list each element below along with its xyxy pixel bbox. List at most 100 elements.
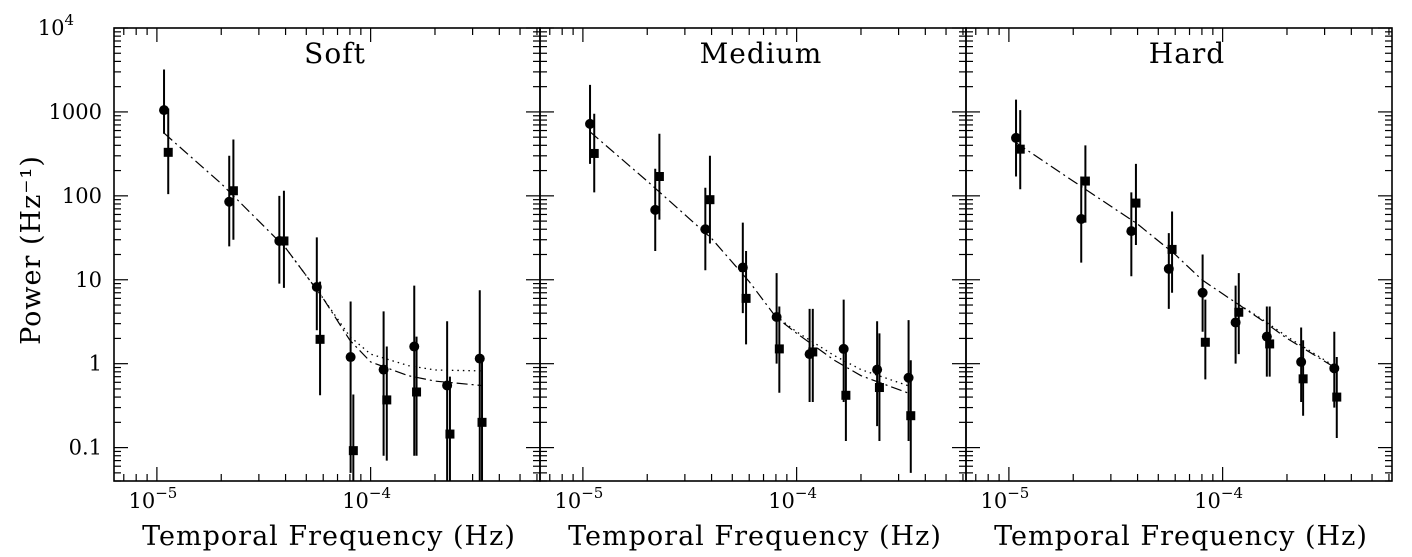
y-tick-label: 10: [75, 268, 102, 292]
data-point-square: [589, 148, 599, 158]
data-point-square: [1298, 374, 1308, 384]
data-point-square: [348, 446, 358, 456]
x-tick-label-exponent: −4: [369, 484, 391, 502]
data-point-square: [163, 147, 173, 157]
data-point-square: [654, 172, 664, 182]
data-point-circle: [838, 343, 849, 354]
y-ticks: [966, 27, 1392, 482]
data-point-circle: [345, 352, 356, 363]
data-point-circle: [585, 118, 596, 129]
data-point-square: [1131, 198, 1141, 208]
series-square: [163, 108, 487, 481]
series-circle: [159, 69, 485, 481]
data-point-circle: [159, 105, 170, 116]
data-point-square: [1234, 307, 1244, 317]
data-point-square: [412, 387, 422, 397]
x-tick-label-exponent: −5: [581, 484, 603, 502]
series-square: [589, 113, 916, 473]
panel-frame: [539, 27, 967, 482]
panel-frame: [965, 27, 1393, 482]
plot-area: [159, 69, 487, 481]
series-square: [1015, 110, 1342, 439]
data-point-square: [279, 236, 289, 246]
plot-area: [1011, 99, 1342, 439]
data-point-square: [906, 411, 916, 421]
data-point-square: [382, 395, 392, 405]
data-point-circle: [409, 341, 420, 352]
data-point-square: [1265, 339, 1275, 349]
data-point-square: [445, 429, 455, 439]
data-point-square: [1332, 392, 1342, 402]
x-axis-title: Temporal Frequency (Hz): [568, 521, 942, 552]
data-point-circle: [1197, 287, 1208, 298]
data-point-circle: [1296, 356, 1307, 367]
x-axis-title: Temporal Frequency (Hz): [994, 521, 1368, 552]
x-tick-label: 10−4: [342, 484, 391, 513]
x-tick-label-base: 10: [1194, 489, 1221, 513]
data-point-circle: [650, 204, 661, 215]
data-point-square: [1015, 144, 1025, 154]
x-tick-label-exponent: −5: [155, 484, 177, 502]
x-tick-label: 10−5: [128, 484, 177, 513]
model-curve-dashdot: [1015, 142, 1334, 368]
data-point-circle: [1329, 363, 1340, 374]
x-tick-label: 10−4: [768, 484, 817, 513]
y-tick-label: 1000: [49, 100, 102, 124]
model-curve-dashdot: [589, 131, 908, 394]
x-tick-label: 10−5: [980, 484, 1029, 513]
data-point-square: [315, 334, 325, 344]
x-tick-label-exponent: −4: [795, 484, 817, 502]
x-tick-label-exponent: −4: [1221, 484, 1243, 502]
y-tick-label: 100: [62, 184, 102, 208]
data-point-square: [477, 417, 487, 427]
data-point-circle: [1011, 132, 1022, 143]
y-tick-label: 0.1: [69, 436, 102, 460]
data-point-circle: [224, 196, 235, 207]
series-circle: [585, 84, 914, 441]
data-point-square: [705, 195, 715, 205]
data-point-square: [1200, 337, 1210, 347]
x-ticks: [549, 28, 964, 481]
data-point-square: [808, 347, 818, 357]
data-point-circle: [700, 224, 711, 235]
x-tick-label-exponent: −5: [1007, 484, 1029, 502]
x-tick-label-base: 10: [980, 489, 1007, 513]
panel-title: Hard: [1149, 37, 1225, 70]
data-point-circle: [474, 353, 485, 364]
data-point-circle: [872, 364, 883, 375]
y-ticks: [114, 27, 540, 482]
data-point-square: [1080, 176, 1090, 186]
x-ticks: [123, 28, 538, 481]
data-point-square: [774, 344, 784, 354]
y-ticks: [540, 27, 966, 482]
panel-frame: [113, 27, 541, 482]
data-point-square: [741, 293, 751, 303]
model-curve-dotted: [1239, 304, 1334, 367]
panel-title: Soft: [304, 37, 366, 70]
model-curve-dotted: [775, 315, 908, 387]
x-tick-label-base: 10: [554, 489, 581, 513]
model-curve-dashdot: [163, 132, 482, 387]
y-tick-label-exponent: 4: [64, 11, 74, 29]
y-tick-label-base: 10: [38, 16, 65, 40]
x-ticks: [975, 28, 1390, 481]
data-point-square: [228, 186, 238, 196]
panel-title: Medium: [700, 37, 823, 70]
y-axis-title: Power (Hz⁻¹): [16, 155, 47, 345]
plot-area: [585, 84, 916, 473]
y-tick-label: 104: [38, 11, 74, 40]
data-point-square: [874, 383, 884, 393]
x-tick-label: 10−5: [554, 484, 603, 513]
x-axis-title: Temporal Frequency (Hz): [142, 521, 516, 552]
x-tick-label-base: 10: [768, 489, 795, 513]
y-tick-label: 1: [89, 352, 102, 376]
data-point-circle: [1126, 226, 1137, 237]
x-tick-label: 10−4: [1194, 484, 1243, 513]
data-point-square: [841, 390, 851, 400]
x-tick-label-base: 10: [128, 489, 155, 513]
